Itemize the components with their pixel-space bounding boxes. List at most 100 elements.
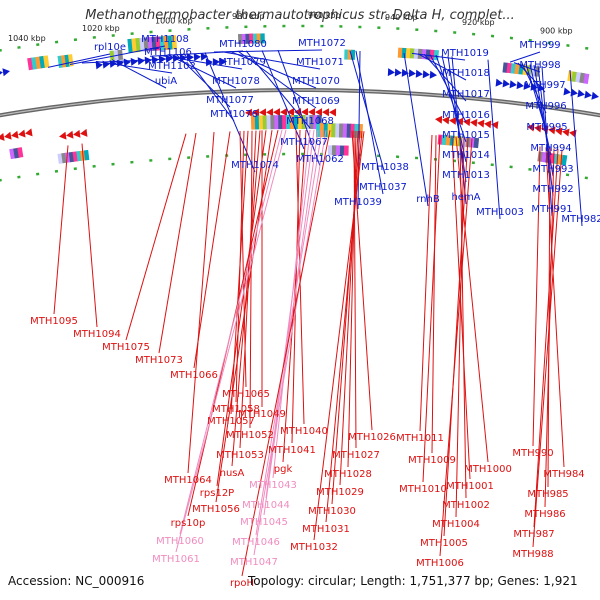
gene-label: MTH1056 — [192, 504, 240, 515]
backbone-highlight — [0, 89, 600, 116]
leader-line — [125, 133, 187, 341]
gene-segment — [445, 135, 452, 146]
map-title: Methanothermobacter thermautotrophicus s… — [85, 8, 515, 23]
gene-label: MTH1094 — [73, 329, 121, 340]
gene-arrow — [66, 130, 74, 139]
gene-label: MTH997 — [524, 80, 565, 91]
gene-segment — [335, 145, 341, 156]
gene-arrow — [308, 108, 316, 117]
gene-segment — [331, 123, 336, 138]
gene-label: MTH1078 — [212, 76, 260, 87]
gene-arrow — [130, 57, 138, 66]
gene-label: MTH999 — [519, 40, 560, 51]
leader-line — [569, 69, 583, 227]
gene-segment — [342, 123, 348, 138]
gene-arrow — [102, 60, 110, 69]
gene-label: MTH1040 — [280, 426, 328, 437]
gene-label: MTH1000 — [464, 464, 512, 475]
gene-label: MTH995 — [526, 122, 567, 133]
gene-label: MTH988 — [512, 549, 553, 560]
gene-segment — [171, 35, 178, 50]
gene-arrow — [18, 129, 26, 138]
gene-label: MTH1102 — [148, 61, 196, 72]
gene-arrow — [245, 108, 253, 117]
gene-segment — [262, 115, 268, 130]
leader-line — [422, 135, 441, 483]
gene-arrow — [577, 89, 585, 98]
gene-segment — [469, 137, 476, 148]
leader-line — [47, 53, 111, 68]
gene-arrow — [477, 119, 485, 128]
gene-segment — [167, 35, 174, 50]
forward-genes — [563, 87, 599, 100]
gene-label: hemA — [451, 192, 480, 203]
gene-segment — [465, 136, 472, 148]
gene-arrow — [484, 120, 492, 129]
gene-arrow — [555, 127, 563, 136]
gene-label: MTH1017 — [442, 89, 490, 100]
leader-line — [431, 135, 437, 454]
gene-segment — [297, 114, 303, 130]
leader-line — [357, 50, 361, 210]
leader-line — [179, 129, 283, 535]
leader-line — [255, 130, 323, 536]
gene-arrow — [502, 79, 510, 88]
gene-cluster-block — [250, 114, 322, 130]
gene-label: MTH1037 — [359, 182, 407, 193]
gene-segment — [68, 54, 74, 67]
gene-arrow — [144, 56, 152, 65]
forward-genes — [0, 68, 10, 78]
topology-info: Topology: circular; Length: 1,751,377 bp… — [248, 574, 578, 588]
gene-cluster-block — [127, 35, 178, 54]
gene-cluster-block — [57, 149, 90, 164]
gene-label: pgk — [274, 464, 293, 475]
gene-arrow — [516, 81, 524, 90]
gene-label: MTH1095 — [30, 316, 78, 327]
gene-label: MTH1064 — [164, 475, 212, 486]
gene-label: MTH1041 — [268, 445, 316, 456]
gene-arrow — [315, 108, 323, 117]
leader-line — [423, 53, 467, 102]
gene-cluster-block — [57, 54, 74, 68]
gene-arrow — [435, 115, 443, 124]
tick-label: 1040 kbp — [8, 34, 46, 43]
gene-label: MTH1019 — [441, 48, 489, 59]
gene-label: MTH1066 — [170, 370, 218, 381]
reverse-genes — [245, 107, 337, 117]
gene-segment — [397, 47, 403, 58]
gene-arrow — [401, 68, 409, 77]
gene-segment — [278, 115, 283, 130]
gene-label: rps10p — [171, 518, 206, 529]
gene-segment — [249, 33, 254, 44]
gene-label: MTH1004 — [432, 519, 480, 530]
reverse-genes — [0, 128, 33, 141]
gene-label: MTH1010 — [399, 484, 447, 495]
gene-label: MTH1013 — [442, 170, 490, 181]
gene-label: MTH1058 — [212, 404, 260, 415]
gene-label: ubiA — [155, 76, 177, 87]
gene-arrow — [394, 68, 402, 77]
leader-line — [545, 147, 565, 468]
gene-label: MTH1053 — [216, 450, 264, 461]
leader-line — [529, 64, 552, 156]
gene-segment — [293, 114, 299, 130]
gene-label: MTH1106 — [144, 47, 192, 58]
gene-label: MTH994 — [530, 143, 571, 154]
gene-arrow — [280, 108, 288, 117]
gene-label: MTH1073 — [135, 355, 183, 366]
forward-genes — [387, 68, 437, 79]
gene-arrow — [200, 52, 208, 61]
gene-arrow — [123, 58, 131, 67]
leader-line — [216, 130, 267, 487]
gene-label: MTH1060 — [156, 536, 204, 547]
gene-arrow — [470, 118, 478, 127]
leader-line — [175, 129, 287, 553]
gene-label: MTH1079 — [218, 57, 266, 68]
leader-line — [355, 50, 384, 195]
gene-segment — [43, 55, 50, 68]
leader-line — [451, 136, 471, 480]
gene-arrow — [219, 57, 227, 66]
gene-arrow — [523, 81, 531, 90]
gene-label: rnhB — [416, 194, 440, 205]
